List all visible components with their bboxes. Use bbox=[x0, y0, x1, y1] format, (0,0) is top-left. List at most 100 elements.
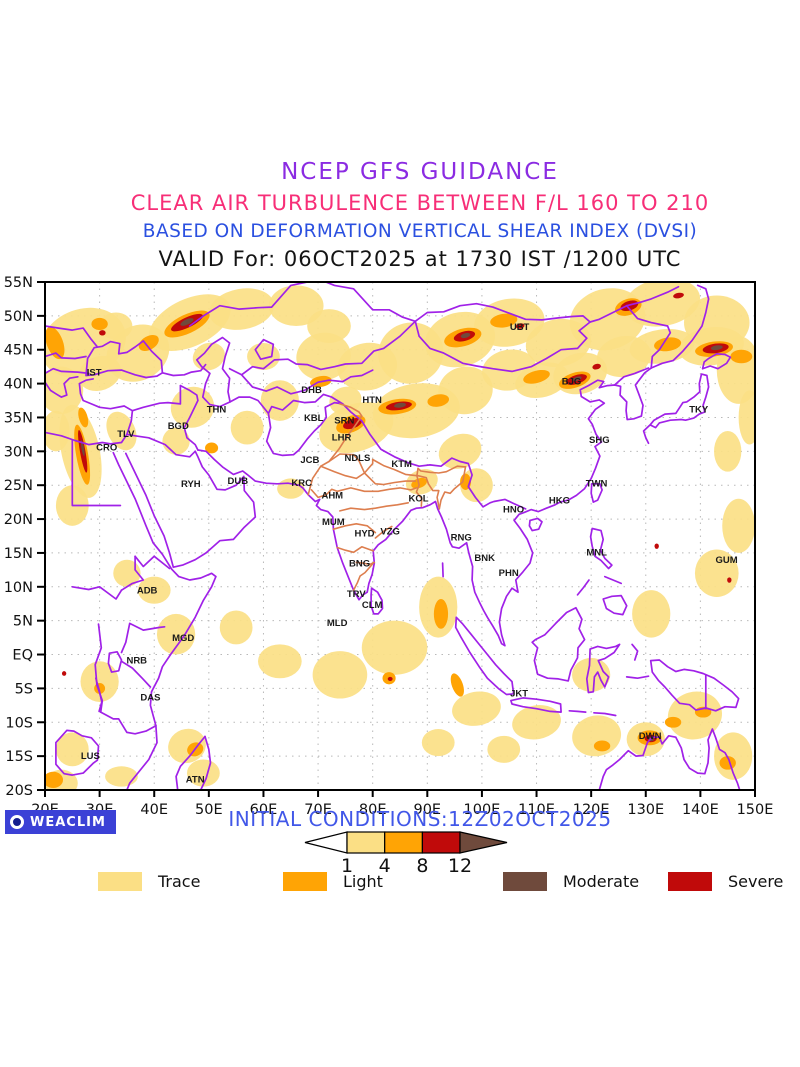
turbulence-region-severe bbox=[343, 417, 362, 430]
turbulence-region-trace bbox=[113, 559, 141, 587]
y-tick-label: EQ bbox=[12, 648, 33, 664]
x-tick-label: 130E bbox=[627, 802, 664, 818]
turbulence-region-light bbox=[45, 326, 65, 360]
turbulence-region-light bbox=[78, 407, 89, 428]
city-label-RNG: RNG bbox=[451, 533, 472, 544]
turbulence-region-moderate bbox=[710, 345, 723, 351]
turbulence-region-light bbox=[593, 740, 611, 752]
city-label-CLM: CLM bbox=[362, 600, 383, 611]
turbulence-region-trace bbox=[738, 390, 755, 445]
city-label-NRB: NRB bbox=[126, 655, 147, 666]
colorbar-tick-label: 12 bbox=[448, 855, 472, 877]
turbulence-region-severe bbox=[727, 577, 732, 583]
city-label-BJG: BJG bbox=[562, 376, 582, 387]
x-tick-label: 150E bbox=[737, 802, 774, 818]
turbulence-region-trace bbox=[55, 732, 89, 767]
initial-conditions-text: INITIAL CONDITIONS:12Z02OCT2025 bbox=[228, 807, 612, 831]
turbulence-region-trace bbox=[230, 410, 264, 445]
turbulence-region-trace bbox=[137, 576, 171, 604]
turbulence-region-trace bbox=[312, 651, 368, 699]
turbulence-region-light bbox=[730, 349, 753, 364]
city-label-JCB: JCB bbox=[300, 455, 319, 466]
city-label-NDLS: NDLS bbox=[344, 453, 370, 464]
y-tick-label: 55N bbox=[4, 275, 33, 291]
turbulence-region-severe bbox=[99, 330, 106, 336]
y-tick-label: 25N bbox=[4, 478, 33, 494]
turbulence-region-moderate bbox=[394, 402, 406, 408]
colorbar-segment bbox=[346, 831, 386, 854]
city-label-JKT: JKT bbox=[510, 689, 528, 700]
page-title: NCEP GFS GUIDANCE bbox=[281, 159, 559, 185]
city-label-MGD: MGD bbox=[172, 633, 194, 644]
turbulence-region-trace bbox=[247, 342, 280, 371]
city-label-THN: THN bbox=[207, 405, 227, 416]
legend-label: Severe bbox=[728, 872, 784, 891]
city-label-DUB: DUB bbox=[227, 476, 248, 487]
turbulence-region-trace bbox=[80, 661, 119, 702]
turbulence-region-trace bbox=[105, 766, 138, 787]
colorbar-segment bbox=[384, 831, 424, 854]
turbulence-region-trace bbox=[45, 410, 70, 452]
colorbar-tick-label: 8 bbox=[416, 855, 428, 877]
city-label-BNK: BNK bbox=[474, 553, 495, 564]
turbulence-region-light bbox=[664, 716, 682, 728]
y-tick-label: 30N bbox=[4, 444, 33, 460]
colorbar-tick-label: 1 bbox=[341, 855, 353, 877]
colorbar-left-arrow bbox=[304, 831, 348, 854]
weaclim-badge: WEACLIM bbox=[5, 810, 116, 834]
city-label-TLV: TLV bbox=[117, 429, 135, 440]
city-label-DWN: DWN bbox=[639, 731, 662, 742]
turbulence-region-moderate bbox=[80, 439, 85, 456]
city-label-RYH: RYH bbox=[181, 479, 201, 490]
map-frame bbox=[44, 281, 756, 791]
colorbar: 1 4 8 12 bbox=[304, 831, 508, 877]
turbulence-region-light bbox=[91, 317, 108, 331]
city-label-UBT: UBT bbox=[510, 322, 530, 333]
y-tick-label: 10N bbox=[4, 580, 33, 596]
turbulence-region-trace bbox=[438, 366, 493, 415]
legend-swatch bbox=[283, 872, 327, 891]
x-tick-label: 60E bbox=[250, 802, 278, 818]
city-label-TWN: TWN bbox=[586, 479, 608, 490]
y-tick-label: 10S bbox=[5, 715, 33, 731]
y-tick-label: 45N bbox=[4, 343, 33, 359]
turbulence-region-trace bbox=[45, 366, 84, 415]
turbulence-region-trace bbox=[361, 620, 428, 675]
turbulence-region-light bbox=[427, 394, 450, 407]
page-subtitle: CLEAR AIR TURBULENCE BETWEEN F/L 160 TO … bbox=[130, 191, 710, 215]
turbulence-region-light bbox=[45, 771, 64, 788]
turbulence-regions-layer bbox=[45, 282, 755, 790]
city-label-SHG: SHG bbox=[589, 435, 610, 446]
city-label-BGD: BGD bbox=[168, 421, 189, 432]
city-label-VZG: VZG bbox=[380, 527, 400, 538]
turbulence-region-severe bbox=[387, 676, 393, 681]
y-tick-label: 40N bbox=[4, 377, 33, 393]
turbulence-region-moderate bbox=[572, 376, 582, 382]
city-label-HTN: HTN bbox=[362, 395, 382, 406]
city-label-DAS: DAS bbox=[140, 693, 160, 704]
turbulence-region-trace bbox=[452, 691, 501, 726]
turbulence-region-light bbox=[490, 313, 518, 328]
city-label-BNG: BNG bbox=[349, 558, 370, 569]
legend-label: Moderate bbox=[563, 872, 640, 891]
turbulence-region-trace bbox=[156, 613, 196, 655]
city-label-KBL: KBL bbox=[304, 413, 324, 424]
city-label-KTM: KTM bbox=[391, 459, 412, 470]
turbulence-region-trace bbox=[307, 309, 351, 343]
city-label-HYD: HYD bbox=[354, 529, 374, 540]
weaclim-logo-icon bbox=[10, 815, 24, 829]
turbulence-region-moderate bbox=[460, 332, 471, 339]
legend-swatch bbox=[668, 872, 712, 891]
city-label-MNL: MNL bbox=[586, 548, 607, 559]
city-label-AHM: AHM bbox=[321, 491, 343, 502]
x-tick-label: 50E bbox=[195, 802, 223, 818]
city-label-KOL: KOL bbox=[409, 493, 429, 504]
turbulence-region-trace bbox=[106, 411, 137, 451]
y-tick-label: 15N bbox=[4, 546, 33, 562]
turbulence-region-severe bbox=[654, 543, 659, 549]
city-label-PHN: PHN bbox=[499, 568, 519, 579]
x-tick-label: 100E bbox=[464, 802, 501, 818]
city-label-LUS: LUS bbox=[81, 751, 100, 762]
